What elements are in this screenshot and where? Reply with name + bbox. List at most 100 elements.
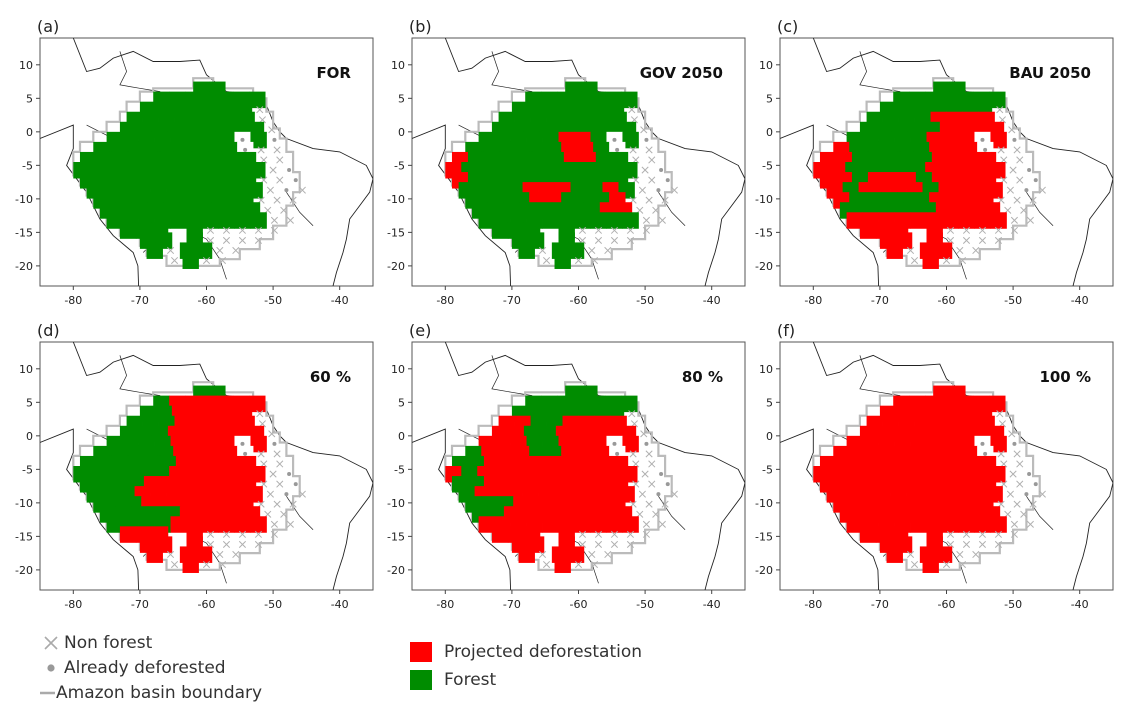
y-tick-label: -10	[755, 193, 773, 206]
deforestation-cell	[974, 212, 991, 229]
cross-marker	[910, 256, 919, 265]
deforestation-cell	[170, 516, 187, 533]
dot-marker	[659, 168, 664, 173]
x-tick-label: -50	[264, 598, 282, 611]
y-tick-label: -5	[762, 159, 773, 172]
coastline	[444, 38, 745, 286]
cross-marker	[1013, 500, 1021, 508]
cross-marker	[972, 550, 980, 559]
cross-marker	[661, 500, 669, 508]
cross-marker	[1026, 216, 1034, 224]
cross-marker	[1010, 530, 1018, 538]
y-tick-label: 0	[26, 126, 33, 139]
cross-marker	[1020, 510, 1028, 518]
cross-marker	[588, 246, 596, 255]
cross-marker	[1038, 490, 1046, 498]
cross-marker	[298, 490, 306, 498]
country-border	[286, 192, 314, 226]
cross-marker	[661, 196, 669, 204]
deforestation-cell	[491, 526, 509, 543]
dot-marker	[1027, 472, 1032, 477]
cross-marker	[206, 530, 215, 538]
dot-marker	[644, 441, 649, 446]
forest-cell	[146, 242, 163, 259]
y-tick-label: 10	[759, 59, 773, 72]
cross-marker	[594, 226, 603, 234]
cross-marker	[906, 246, 915, 255]
deforestation-cell	[518, 546, 535, 563]
dot-marker	[1027, 168, 1032, 173]
dot-marker	[287, 168, 292, 173]
cross-marker	[574, 256, 583, 265]
dot-marker	[1012, 441, 1017, 446]
cross-marker	[648, 156, 656, 164]
deforestation-cell	[567, 546, 585, 563]
dot-marker	[1033, 178, 1038, 183]
dot-marker	[1024, 188, 1029, 193]
cross-marker	[604, 550, 612, 559]
cross-marker	[256, 410, 264, 418]
deforestation-cell	[234, 516, 251, 533]
cross-marker	[956, 246, 964, 255]
cross-marker	[542, 256, 551, 265]
forest-cell	[622, 131, 639, 149]
cross-marker	[652, 510, 660, 518]
cross-marker	[1010, 216, 1018, 224]
y-tick-label: 5	[26, 92, 33, 105]
cross-marker	[270, 216, 278, 224]
cross-marker	[956, 550, 964, 559]
cross-marker	[166, 550, 175, 559]
legend-label-projected-deforestation: Projected deforestation	[444, 642, 643, 662]
cross-marker	[658, 520, 666, 528]
y-tick-label: 10	[391, 59, 405, 72]
deforestation-cell	[935, 242, 953, 259]
y-tick-label: -20	[755, 260, 773, 273]
y-tick-label: -15	[387, 530, 405, 543]
cross-marker	[906, 550, 915, 559]
dot-marker	[656, 188, 661, 193]
coastline	[72, 38, 373, 286]
deforestation-cell	[846, 212, 863, 229]
legend-label-forest: Forest	[444, 670, 497, 690]
cross-marker	[170, 256, 179, 265]
deforestation-cell	[606, 516, 623, 533]
x-tick-label: -80	[804, 294, 822, 307]
boundary-line-icon	[40, 691, 55, 694]
x-tick-label: -40	[1071, 294, 1089, 307]
x-tick-label: -80	[64, 598, 82, 611]
deforestation-cell	[990, 435, 1007, 453]
cross-marker	[670, 490, 678, 498]
cross-marker	[997, 146, 1005, 154]
deforestation-cell	[195, 546, 213, 563]
deforestation-cell	[910, 516, 927, 533]
y-tick-label: -20	[15, 564, 33, 577]
panel-letter: (f)	[777, 321, 795, 340]
cross-marker	[266, 490, 274, 498]
cross-marker	[994, 540, 1003, 548]
cross-marker	[642, 530, 650, 538]
cross-marker	[670, 186, 678, 194]
dot-marker	[656, 492, 661, 497]
cross-marker	[276, 480, 284, 488]
y-tick-label: -10	[755, 497, 773, 510]
x-tick-label: -50	[1004, 598, 1022, 611]
cross-marker	[257, 450, 265, 458]
cross-marker	[978, 226, 987, 234]
dot-marker	[272, 441, 277, 446]
cross-marker	[610, 236, 619, 244]
deforestation-cell	[622, 516, 639, 533]
panel-letter: (e)	[409, 321, 431, 340]
forest-cell	[195, 242, 213, 259]
cross-marker	[588, 550, 596, 559]
panel-title: 60 %	[310, 368, 351, 386]
forest-cell	[621, 395, 638, 413]
cross-marker	[590, 560, 599, 569]
y-tick-label: -5	[394, 463, 405, 476]
legend-item-basin-boundary: Amazon basin boundary	[38, 680, 262, 705]
cross-marker	[256, 106, 264, 114]
green-swatch-icon	[410, 670, 432, 690]
cross-marker	[268, 126, 276, 134]
cross-marker	[542, 560, 551, 569]
cross-marker	[273, 450, 281, 458]
cross-marker	[641, 470, 649, 478]
